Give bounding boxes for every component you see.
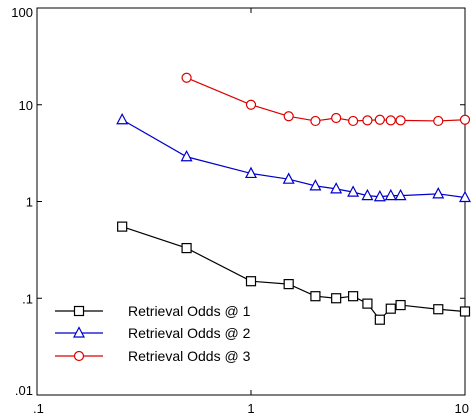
data-point xyxy=(348,115,359,127)
x-tick-label: .1 xyxy=(33,401,44,416)
data-point xyxy=(433,304,444,315)
data-point xyxy=(395,299,406,311)
data-point xyxy=(384,188,397,201)
data-point xyxy=(181,72,192,83)
data-point xyxy=(117,221,128,232)
data-point xyxy=(374,314,385,325)
data-point xyxy=(362,115,373,126)
legend-item: Retrieval Odds @ 3 xyxy=(55,348,251,364)
data-point xyxy=(245,99,257,110)
series-line xyxy=(186,77,466,122)
data-point xyxy=(394,188,407,201)
data-point xyxy=(459,306,471,317)
data-point xyxy=(180,149,193,162)
y-tick-label: .1 xyxy=(22,291,33,306)
data-point xyxy=(310,115,321,127)
legend-marker xyxy=(73,326,85,338)
data-point xyxy=(309,179,322,191)
y-tick-label: .01 xyxy=(15,383,33,398)
data-point xyxy=(245,166,257,179)
legend-label: Retrieval Odds @ 2 xyxy=(128,325,251,341)
series-2 xyxy=(116,112,471,203)
data-point xyxy=(331,293,342,304)
y-tick-label: 100 xyxy=(11,5,33,20)
data-point xyxy=(374,114,385,125)
data-point xyxy=(459,114,471,125)
data-point xyxy=(116,112,129,125)
data-point xyxy=(373,189,386,202)
y-tick-label: 10 xyxy=(19,98,33,113)
data-point xyxy=(348,291,359,302)
data-point xyxy=(310,291,321,302)
data-point xyxy=(283,111,294,122)
legend: Retrieval Odds @ 1 Retrieval Odds @ 2 Retr… xyxy=(55,303,251,364)
legend-marker xyxy=(73,350,85,362)
series-1 xyxy=(117,221,471,325)
data-point xyxy=(331,112,342,124)
data-point xyxy=(283,279,294,290)
legend-marker xyxy=(73,305,85,317)
series-line xyxy=(121,119,466,199)
legend-item: Retrieval Odds @ 2 xyxy=(55,325,251,341)
x-tick-label: 10 xyxy=(455,401,469,416)
y-tick-label: 1 xyxy=(26,195,33,210)
data-point xyxy=(330,182,343,194)
data-point xyxy=(459,190,471,203)
data-point xyxy=(347,185,360,197)
data-point xyxy=(245,276,257,287)
data-point xyxy=(395,115,406,126)
data-point xyxy=(361,188,374,201)
legend-label: Retrieval Odds @ 3 xyxy=(128,348,251,364)
legend-item: Retrieval Odds @ 1 xyxy=(55,303,251,319)
data-point xyxy=(432,187,445,199)
data-point xyxy=(433,115,444,127)
data-point xyxy=(385,115,396,126)
plot-frame xyxy=(36,7,466,396)
x-tick-label: 1 xyxy=(247,401,254,416)
series-layer xyxy=(116,72,471,325)
data-point xyxy=(385,303,396,314)
series-3 xyxy=(181,72,471,127)
data-point xyxy=(362,298,373,309)
data-point xyxy=(181,242,192,254)
data-point xyxy=(282,172,295,184)
legend-label: Retrieval Odds @ 1 xyxy=(128,303,251,319)
